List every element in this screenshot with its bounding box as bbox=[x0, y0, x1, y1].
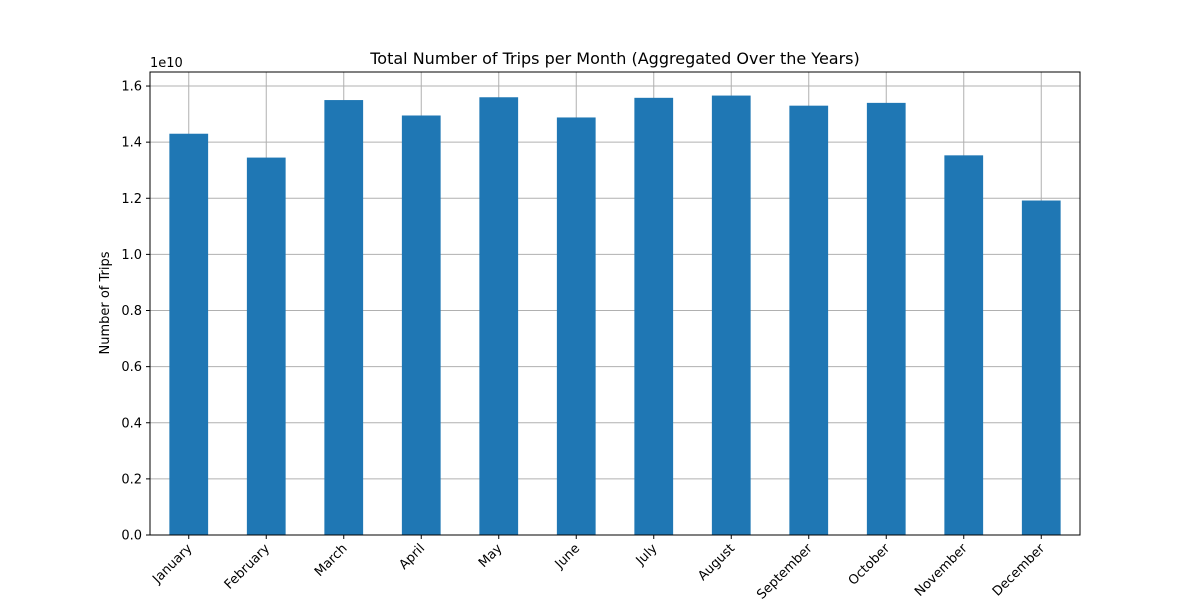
bar-march bbox=[324, 100, 364, 535]
x-axis-ticks: January February March April May June July Augu… bbox=[149, 535, 1049, 603]
x-tick-label: March bbox=[312, 541, 351, 580]
y-tick-label: 0.6 bbox=[121, 360, 142, 375]
bar-february bbox=[246, 157, 286, 536]
bar-october bbox=[866, 102, 906, 535]
plot-frame bbox=[149, 71, 1081, 536]
x-tick-label: September bbox=[754, 541, 816, 600]
bar-april bbox=[401, 115, 441, 535]
bar-june bbox=[556, 117, 596, 535]
x-tick-label: April bbox=[396, 541, 428, 573]
bar-january bbox=[169, 133, 209, 535]
y-axis-label: Number of Trips bbox=[98, 251, 113, 354]
y-tick-label: 0.8 bbox=[121, 304, 142, 319]
y-tick-label: 0.0 bbox=[121, 529, 142, 544]
x-tick-label: June bbox=[552, 541, 583, 572]
y-tick-label: 1.6 bbox=[121, 80, 142, 95]
x-tick-label: July bbox=[633, 541, 661, 569]
bar-may bbox=[479, 97, 519, 535]
chart-title: Total Number of Trips per Month (Aggrega… bbox=[369, 49, 860, 68]
bar-september bbox=[789, 105, 829, 535]
y-axis-ticks: 0.0 0.2 0.4 0.6 0.8 1.0 1.2 1.4 1.6 bbox=[121, 80, 150, 544]
x-tick-label: November bbox=[912, 541, 971, 600]
x-tick-label: January bbox=[149, 541, 195, 587]
bars bbox=[169, 95, 1061, 536]
y-tick-label: 0.2 bbox=[121, 472, 142, 487]
bar-december bbox=[1021, 200, 1061, 535]
bar-july bbox=[634, 97, 674, 535]
x-tick-label: May bbox=[476, 541, 506, 571]
y-tick-label: 1.2 bbox=[121, 192, 142, 207]
x-tick-label: August bbox=[695, 541, 738, 584]
grid-lines bbox=[150, 72, 1080, 536]
y-tick-label: 0.4 bbox=[121, 416, 142, 431]
y-tick-label: 1.0 bbox=[121, 248, 142, 263]
x-tick-label: December bbox=[990, 541, 1049, 600]
x-tick-label: February bbox=[222, 541, 274, 593]
x-tick-label: October bbox=[846, 541, 894, 589]
y-tick-label: 1.4 bbox=[121, 136, 142, 151]
bar-august bbox=[711, 95, 751, 535]
bar-november bbox=[944, 155, 984, 535]
y-offset-label: 1e10 bbox=[150, 56, 183, 71]
